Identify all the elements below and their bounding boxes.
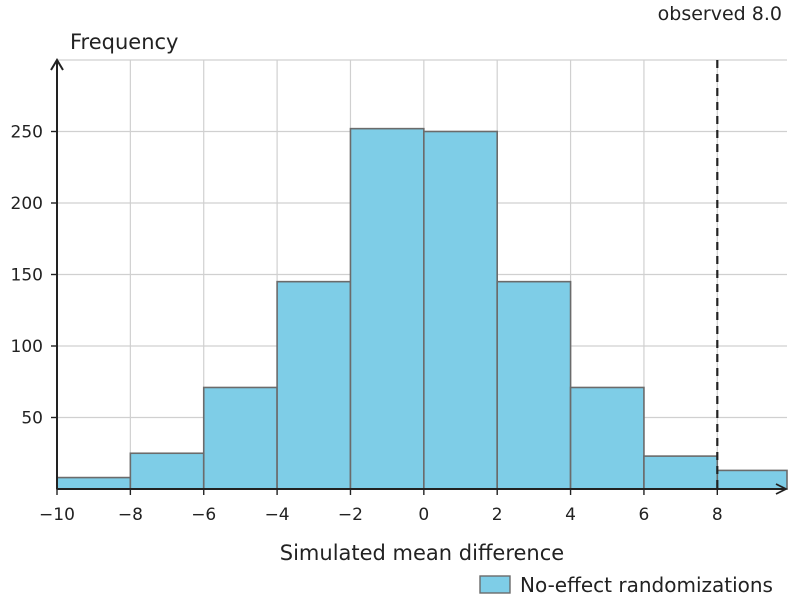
y-tick-label: 100 [11, 337, 43, 357]
histogram-bar [569, 386, 645, 490]
y-tick-label: 150 [11, 266, 43, 286]
histogram-bars [56, 127, 788, 490]
observed-annotation: observed 8.0 [658, 3, 782, 25]
x-tick-label: 0 [418, 505, 429, 525]
y-tick-label: 250 [11, 123, 43, 143]
x-axis-title: Simulated mean difference [280, 541, 564, 565]
x-tick-label: 6 [639, 505, 650, 525]
x-tick-label: −4 [265, 505, 290, 525]
histogram-bar [423, 130, 499, 490]
histogram-bar [716, 469, 788, 490]
legend: No-effect randomizations [479, 573, 773, 597]
histogram-bar [202, 386, 278, 490]
histogram-bar [56, 476, 132, 490]
y-tick-label: 50 [21, 409, 43, 429]
x-axis-arrow [775, 483, 789, 495]
histogram-bar [496, 280, 572, 490]
histogram-bar [643, 455, 719, 490]
x-tick-label: 8 [712, 505, 723, 525]
y-axis-arrow [50, 58, 64, 71]
legend-label: No-effect randomizations [520, 573, 773, 597]
x-tick-label: 2 [492, 505, 503, 525]
histogram-bar [349, 127, 425, 490]
x-tick-label: −6 [191, 505, 216, 525]
legend-swatch [479, 575, 511, 594]
histogram-bar [276, 280, 352, 490]
histogram-bar [129, 452, 205, 490]
y-axis-title: Frequency [70, 30, 179, 54]
tick-labels: −10 −8 −6 −4 −2 0 2 4 6 8 50 100 150 200 250 [11, 123, 723, 526]
x-tick-label: 4 [565, 505, 576, 525]
x-tick-label: −8 [118, 505, 143, 525]
x-tick-label: −2 [338, 505, 363, 525]
x-tick-label: −10 [39, 505, 75, 525]
y-tick-label: 200 [11, 194, 43, 214]
